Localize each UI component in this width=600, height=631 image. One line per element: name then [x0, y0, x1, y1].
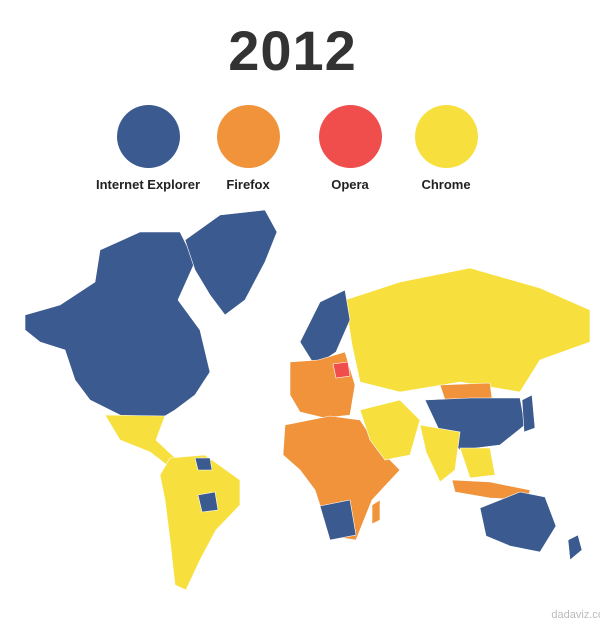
legend-swatch-opera [318, 105, 382, 168]
region-mongolia [439, 382, 493, 401]
legend-item-opera: Opera [285, 105, 415, 192]
region-southeast-asia [459, 447, 496, 479]
legend-label: Internet Explorer [95, 177, 201, 192]
legend-label: Chrome [421, 177, 471, 192]
legend-swatch-ie [116, 105, 180, 168]
region-greenland [184, 209, 278, 316]
year-title: 2012 [228, 19, 357, 82]
legend-label: Opera [331, 177, 369, 192]
region-india [419, 424, 461, 483]
region-bolivia [197, 491, 219, 513]
region-venezuela [194, 457, 213, 471]
region-north-america [24, 231, 211, 421]
region-new-zealand [567, 534, 583, 561]
legend-item-internet-explorer: Internet Explorer [83, 105, 213, 192]
region-south-africa [319, 499, 357, 541]
region-south-america [159, 454, 241, 591]
region-africa [282, 415, 401, 541]
watermark: dadaviz.co [551, 609, 600, 621]
legend: Internet Explorer Firefox Opera Chrome [0, 105, 600, 192]
region-japan [521, 394, 536, 433]
region-europe [289, 351, 356, 419]
region-australia [479, 491, 557, 553]
region-madagascar [371, 499, 381, 525]
legend-item-chrome: Chrome [381, 105, 511, 192]
legend-swatch-firefox [216, 105, 280, 168]
region-belarus [332, 361, 351, 379]
legend-swatch-chrome [414, 105, 478, 168]
legend-item-firefox: Firefox [183, 105, 313, 192]
legend-label: Firefox [226, 177, 270, 192]
region-russia [344, 267, 591, 393]
region-middle-east [359, 399, 421, 461]
